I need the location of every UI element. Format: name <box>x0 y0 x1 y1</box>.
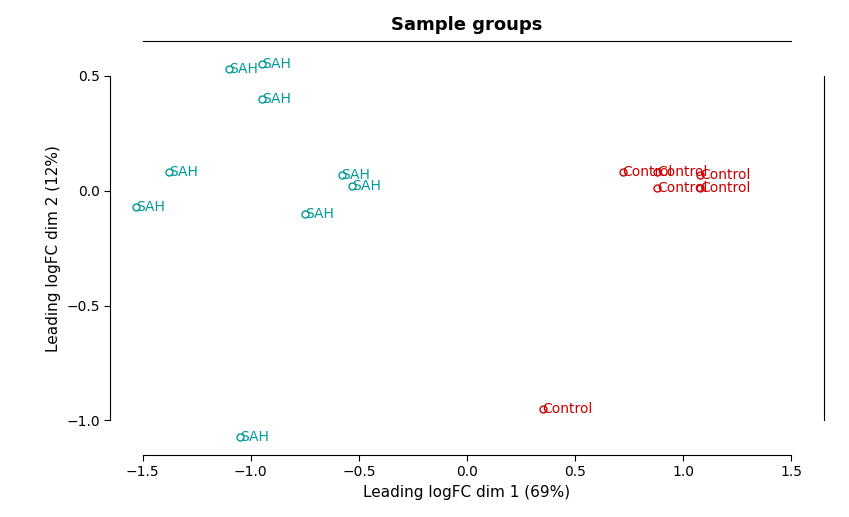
Title: Sample groups: Sample groups <box>391 16 543 34</box>
Text: Control: Control <box>700 168 751 181</box>
Text: SAH: SAH <box>261 57 290 71</box>
Text: Control: Control <box>657 165 707 179</box>
Text: SAH: SAH <box>240 430 269 444</box>
Text: Control: Control <box>622 165 673 179</box>
Text: SAH: SAH <box>341 168 370 181</box>
Text: SAH: SAH <box>352 179 381 193</box>
Y-axis label: Leading logFC dim 2 (12%): Leading logFC dim 2 (12%) <box>46 145 61 352</box>
Text: Control: Control <box>657 181 707 195</box>
Text: SAH: SAH <box>137 200 166 214</box>
Text: SAH: SAH <box>305 207 334 221</box>
Text: SAH: SAH <box>169 165 198 179</box>
X-axis label: Leading logFC dim 1 (69%): Leading logFC dim 1 (69%) <box>363 485 571 500</box>
Text: SAH: SAH <box>229 62 258 76</box>
Text: Control: Control <box>700 181 751 195</box>
Text: SAH: SAH <box>261 92 290 106</box>
Text: Control: Control <box>543 402 593 416</box>
